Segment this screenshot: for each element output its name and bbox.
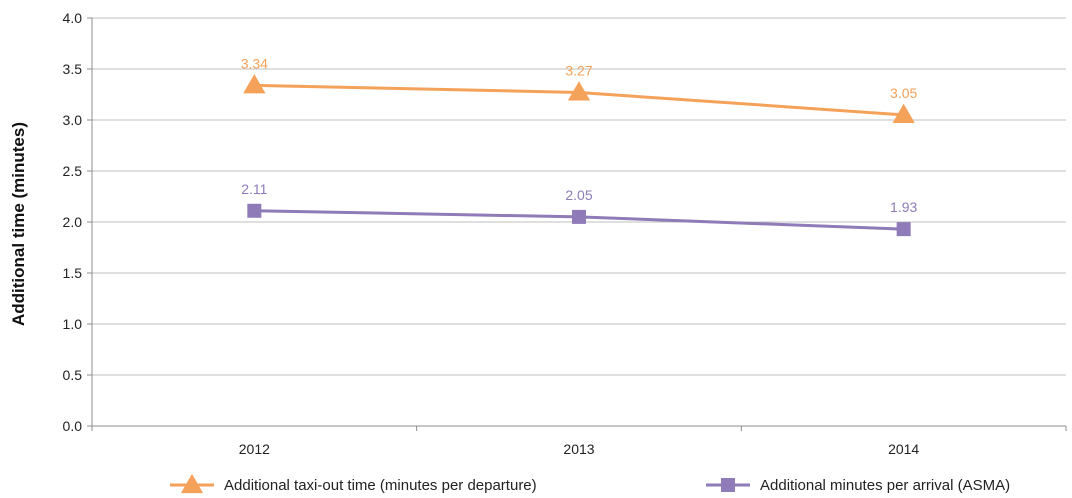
y-tick-label: 4.0: [63, 10, 83, 26]
data-point: [243, 74, 266, 94]
data-label: 1.93: [890, 199, 917, 215]
data-label: 2.11: [241, 181, 267, 197]
grid-lines: [92, 17, 1066, 376]
y-tick-label: 0.5: [63, 367, 83, 383]
y-tick-label: 1.5: [63, 265, 83, 281]
y-axis-label: Additional time (minutes): [9, 122, 28, 326]
y-tick-label: 2.5: [63, 163, 83, 179]
x-tick-labels: 2012 2013 2014: [239, 441, 920, 457]
y-tick-label: 3.5: [63, 61, 83, 77]
data-label: 3.34: [241, 55, 268, 71]
y-tick-label: 2.0: [63, 214, 83, 230]
legend-label: Additional minutes per arrival (ASMA): [760, 477, 1010, 494]
y-tick-label: 1.0: [63, 316, 83, 332]
data-label: 3.05: [890, 85, 917, 101]
data-label: 3.27: [565, 62, 592, 78]
data-point: [567, 81, 591, 101]
series: [243, 74, 915, 237]
legend: Additional taxi-out time (minutes per de…: [170, 473, 1010, 494]
y-tick-label: 3.0: [63, 112, 83, 128]
x-tick-label: 2013: [563, 441, 594, 457]
legend-square-marker: [721, 478, 735, 492]
data-point: [892, 103, 915, 123]
axes: [87, 17, 1067, 431]
data-label: 2.05: [565, 187, 592, 203]
y-tick-label: 0.0: [63, 418, 83, 434]
x-tick-label: 2014: [888, 441, 919, 457]
legend-label: Additional taxi-out time (minutes per de…: [224, 477, 537, 494]
data-point: [572, 209, 586, 224]
x-tick-label: 2012: [239, 441, 270, 457]
y-tick-labels: 0.0 0.5 1.0 1.5 2.0 2.5 3.0 3.5 4.0: [63, 10, 83, 434]
legend-triangle-marker: [180, 473, 204, 494]
data-point: [247, 203, 262, 218]
data-point: [896, 222, 911, 237]
data-labels: 3.34 3.27 3.05 2.11 2.05 1.93: [241, 55, 918, 215]
